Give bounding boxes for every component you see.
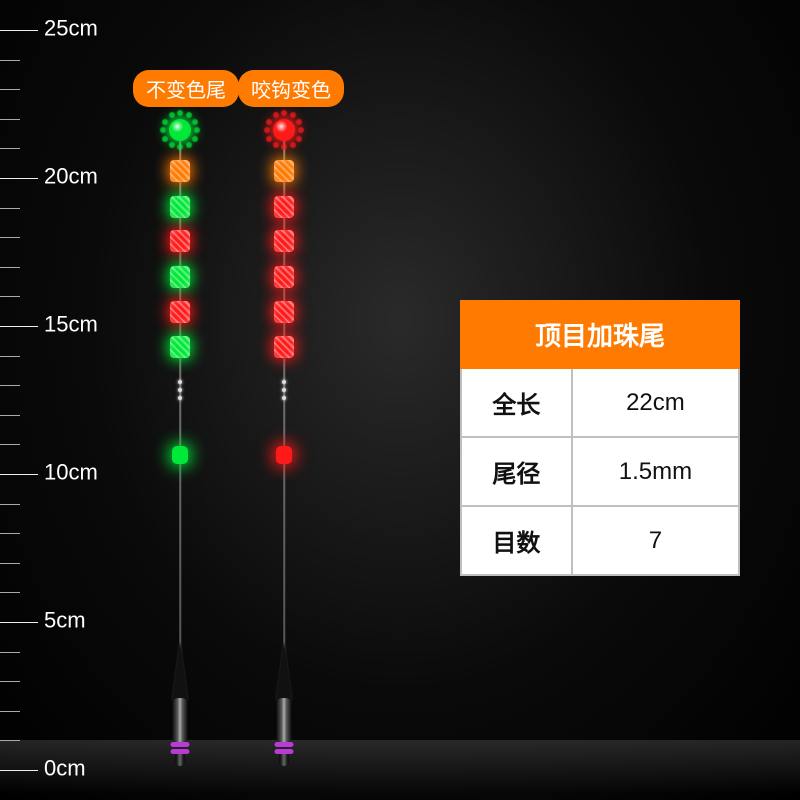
ruler-tick-minor	[0, 592, 20, 593]
float-segment	[274, 336, 294, 358]
ruler-tick-minor	[0, 711, 20, 712]
ruler-tick-minor	[0, 563, 20, 564]
spec-key: 目数	[461, 506, 572, 575]
float-eye	[264, 110, 304, 150]
float-glow-dot	[276, 446, 292, 464]
ruler-tick-major	[0, 622, 38, 623]
ruler-tick-minor	[0, 60, 20, 61]
float-eye	[160, 110, 200, 150]
float-micro-bead	[178, 380, 182, 384]
ruler-tick-minor	[0, 208, 20, 209]
float-segment	[274, 196, 294, 218]
spec-value: 22cm	[572, 368, 739, 437]
ruler-label: 10cm	[44, 460, 98, 486]
ruler-tick-minor	[0, 148, 20, 149]
ruler-tick-minor	[0, 740, 20, 741]
ruler-tick-minor	[0, 533, 20, 534]
ruler-tick-minor	[0, 444, 20, 445]
float-body	[170, 642, 190, 764]
fishing-float	[262, 126, 306, 764]
float-micro-bead	[178, 388, 182, 392]
float-body	[274, 642, 294, 764]
ruler-label: 5cm	[44, 608, 86, 634]
float-segment	[170, 196, 190, 218]
ruler-tick-major	[0, 474, 38, 475]
ruler-tick-minor	[0, 119, 20, 120]
ruler-tick-major	[0, 770, 38, 771]
float-segment	[170, 266, 190, 288]
float-segment	[170, 160, 190, 182]
ruler-tick-major	[0, 326, 38, 327]
float-micro-bead	[282, 380, 286, 384]
float-micro-bead	[282, 396, 286, 400]
float-segment	[170, 336, 190, 358]
ruler-tick-major	[0, 178, 38, 179]
ruler-tick-minor	[0, 652, 20, 653]
ruler-tick-minor	[0, 385, 20, 386]
float-segment	[274, 160, 294, 182]
ruler-tick-minor	[0, 504, 20, 505]
float-segment	[274, 266, 294, 288]
float-micro-bead	[178, 396, 182, 400]
ruler-label: 15cm	[44, 312, 98, 338]
ruler-tick-minor	[0, 356, 20, 357]
spec-value: 7	[572, 506, 739, 575]
variant-tag: 咬钩变色	[238, 70, 344, 107]
spec-key: 尾径	[461, 437, 572, 506]
fishing-float	[158, 126, 202, 764]
floor-reflection	[0, 740, 800, 800]
spec-title: 顶目加珠尾	[461, 301, 739, 368]
ruler-label: 0cm	[44, 756, 86, 782]
float-micro-bead	[282, 388, 286, 392]
ruler: 0cm 5cm 10cm 15cm 20cm 25cm	[0, 0, 120, 800]
ruler-tick-minor	[0, 89, 20, 90]
ruler-tick-minor	[0, 296, 20, 297]
float-segment	[274, 301, 294, 323]
float-segment	[170, 230, 190, 252]
float-segment	[274, 230, 294, 252]
spec-table: 顶目加珠尾 全长22cm尾径1.5mm目数7	[460, 300, 740, 576]
ruler-tick-minor	[0, 415, 20, 416]
ruler-label: 25cm	[44, 16, 98, 42]
float-segment	[170, 301, 190, 323]
ruler-tick-major	[0, 30, 38, 31]
ruler-label: 20cm	[44, 164, 98, 190]
spec-key: 全长	[461, 368, 572, 437]
float-glow-dot	[172, 446, 188, 464]
ruler-tick-minor	[0, 267, 20, 268]
ruler-tick-minor	[0, 237, 20, 238]
variant-tag: 不变色尾	[133, 70, 239, 107]
spec-value: 1.5mm	[572, 437, 739, 506]
ruler-tick-minor	[0, 681, 20, 682]
